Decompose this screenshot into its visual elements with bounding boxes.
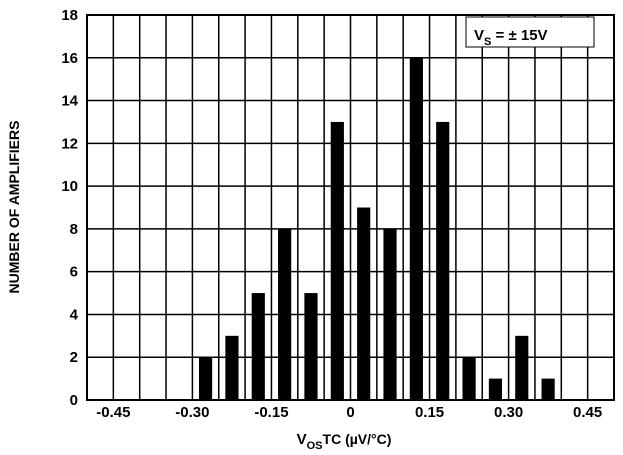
histogram-bar	[488, 378, 503, 400]
histogram-bar	[462, 357, 476, 400]
histogram-bar	[225, 335, 239, 400]
y-tick-label: 6	[70, 264, 78, 281]
x-tick-label: -0.30	[175, 404, 209, 421]
histogram-bar	[383, 228, 397, 400]
y-tick-label: 18	[61, 7, 78, 24]
x-tick-label: 0.15	[415, 404, 444, 421]
x-axis-label-rest: TC (µV/°C)	[323, 431, 392, 447]
y-tick-label: 10	[61, 178, 78, 195]
x-tick-label: -0.15	[254, 404, 288, 421]
y-tick-label: 12	[61, 135, 78, 152]
y-axis-label: NUMBER OF AMPLIFIERS	[6, 121, 22, 294]
x-tick-label: 0	[346, 404, 354, 421]
y-tick-label: 0	[70, 392, 78, 409]
y-tick-label: 8	[70, 221, 78, 238]
y-tick-labels: 0 2 4 6 8 10 12 14 16 18	[61, 7, 78, 409]
bars	[198, 57, 555, 401]
y-tick-label: 14	[61, 93, 78, 110]
histogram-bar	[541, 378, 555, 400]
histogram-bar	[330, 121, 344, 400]
annotation-rest: = ± 15V	[491, 27, 547, 44]
grid-lines	[87, 15, 614, 400]
x-axis-label: VOSTC (µV/°C)	[297, 431, 392, 452]
histogram-bar	[357, 207, 371, 400]
annotation-text: VS = ± 15V	[474, 27, 548, 48]
histogram-bar	[304, 293, 318, 400]
plot-frame	[86, 14, 615, 401]
annotation-sub: S	[484, 36, 491, 48]
annotation-box: VS = ± 15V	[465, 16, 595, 48]
x-tick-labels: -0.45 -0.30 -0.15 0 0.15 0.30 0.45	[96, 404, 602, 421]
x-axis-label-sub: OS	[307, 440, 323, 452]
annotation-main: V	[474, 27, 484, 44]
x-tick-label: 0.45	[573, 404, 602, 421]
histogram-bar	[251, 293, 265, 400]
y-tick-label: 16	[61, 50, 78, 67]
histogram-bar	[278, 228, 292, 400]
y-tick-label: 4	[70, 306, 79, 323]
histogram-bar	[515, 335, 529, 400]
y-tick-label: 2	[70, 349, 78, 366]
x-tick-label: 0.30	[494, 404, 523, 421]
x-axis-label-main: V	[297, 431, 307, 448]
histogram-bar	[436, 121, 450, 400]
histogram-bar	[409, 57, 423, 401]
x-tick-label: -0.45	[96, 404, 130, 421]
histogram-bar	[198, 357, 213, 400]
